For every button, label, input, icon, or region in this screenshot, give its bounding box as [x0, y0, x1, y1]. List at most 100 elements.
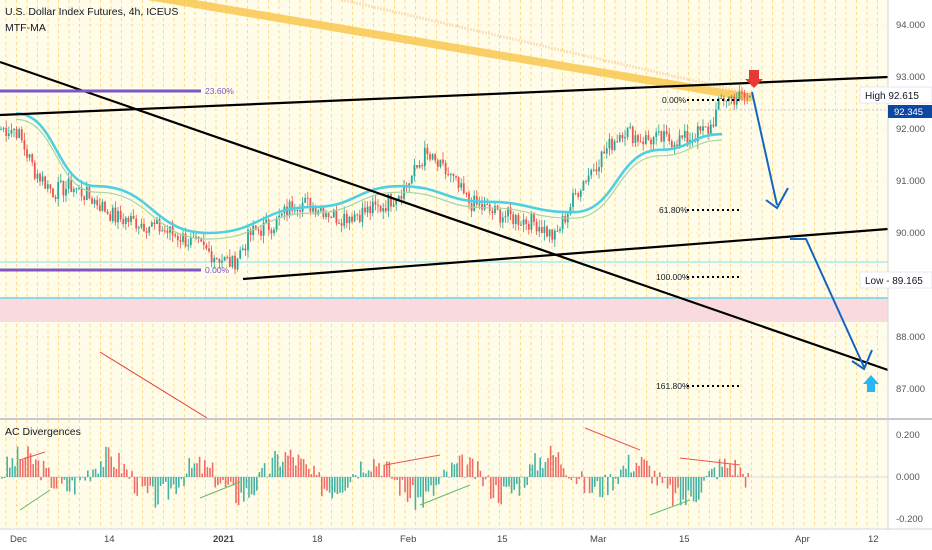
price-tick-label: 91.000: [896, 176, 925, 187]
ac-bar: [536, 470, 539, 477]
ac-bar: [523, 477, 526, 488]
ac-bar: [542, 468, 544, 477]
long-ma-band: [148, 0, 754, 102]
candle-body: [44, 176, 47, 189]
ac-bar: [222, 477, 224, 480]
ac-bar: [549, 445, 552, 477]
ac-bar: [16, 446, 19, 477]
current-price-badge: [888, 105, 932, 118]
ac-bar: [669, 477, 671, 485]
candle-body: [210, 251, 213, 263]
candle-body: [85, 186, 88, 201]
candle-body: [569, 207, 572, 214]
ac-bar: [193, 463, 196, 477]
ac-bar: [183, 477, 185, 487]
ac-bar: [466, 464, 469, 477]
candle-body: [423, 147, 426, 167]
time-axis[interactable]: Dec 14 2021 18 Feb 15 Mar 15 Apr 12: [10, 534, 879, 545]
candle-body: [460, 183, 463, 188]
candle-body: [655, 132, 658, 138]
candle-body: [605, 148, 608, 154]
candle-body: [556, 230, 559, 232]
ac-bar: [27, 446, 29, 477]
candle-body: [166, 230, 169, 233]
fib-label: 161.80%: [656, 381, 690, 391]
ac-bar: [716, 477, 718, 480]
candle-body: [65, 188, 67, 196]
ac-bar: [24, 457, 27, 477]
candle-body: [96, 199, 99, 206]
candle-body: [447, 174, 450, 176]
candle-body: [72, 188, 75, 193]
ac-bar: [581, 471, 583, 477]
ac-bar: [159, 477, 162, 486]
ac-bar: [560, 464, 562, 477]
indicator-tick-label: -0.200: [896, 514, 923, 525]
price-axis[interactable]: 94.00093.00092.00091.00090.00089.00088.0…: [896, 20, 925, 395]
candle-body: [182, 233, 184, 242]
candle-body: [75, 188, 78, 190]
candle-body: [657, 131, 660, 133]
ac-bar: [435, 477, 437, 486]
ac-bar: [391, 477, 393, 479]
candle-body: [80, 187, 83, 197]
ac-bar: [105, 446, 107, 477]
time-tick-label: Feb: [400, 534, 416, 545]
candle-body: [421, 165, 424, 167]
ac-bar: [126, 469, 128, 477]
ac-bar: [456, 463, 458, 477]
ac-bar: [497, 477, 500, 504]
price-tick-label: 90.000: [896, 228, 925, 239]
ac-bar: [328, 477, 331, 493]
ac-bar: [305, 464, 307, 477]
candle-body: [598, 167, 600, 172]
projection-arrows: [745, 70, 879, 392]
candle-body: [67, 178, 70, 189]
candle-body: [106, 211, 109, 214]
ac-bar: [591, 477, 593, 493]
fib-label: 23.60%: [205, 86, 234, 96]
time-tick-label: 2021: [213, 534, 235, 545]
candle-body: [387, 194, 390, 212]
candle-body: [540, 227, 543, 234]
candle-body: [390, 194, 392, 207]
candle-body: [52, 188, 54, 198]
candle-body: [717, 98, 720, 110]
ac-bar: [326, 477, 328, 491]
price-tick-label: 93.000: [896, 72, 925, 83]
ac-bar: [427, 477, 430, 492]
candle-body: [676, 144, 678, 147]
ac-bar: [250, 477, 253, 495]
ac-bar: [373, 459, 375, 477]
candle-body: [525, 219, 528, 224]
candle-body: [140, 223, 143, 228]
candle-body: [156, 219, 158, 224]
time-tick-label: Dec: [10, 534, 27, 545]
ac-bar: [269, 473, 271, 477]
ac-bar: [237, 477, 240, 506]
candle-body: [247, 229, 249, 251]
ac-bar: [604, 474, 606, 477]
candle-body: [117, 211, 119, 223]
indicator-axis[interactable]: 0.200 0.000 -0.200: [896, 430, 923, 525]
ac-bar: [204, 460, 206, 477]
candle-body: [520, 224, 522, 226]
candle-body: [70, 178, 73, 193]
ac-bar: [383, 464, 385, 477]
lower-trendline: [242, 227, 889, 281]
ac-bar: [609, 474, 612, 477]
ac-bar: [61, 477, 63, 484]
ac-bar: [622, 465, 625, 477]
ac-bar: [399, 477, 401, 496]
up-arrow-marker: [863, 375, 879, 392]
candle-body: [650, 139, 652, 145]
candle-body: [548, 229, 551, 237]
ac-bar: [703, 477, 705, 481]
candle-body: [382, 208, 385, 212]
ac-bar: [505, 477, 508, 488]
ac-bar: [477, 461, 479, 477]
price-tick-label: 87.000: [896, 384, 925, 395]
ac-bar: [570, 477, 573, 481]
candle-body: [572, 192, 574, 208]
candle-body: [434, 154, 437, 161]
